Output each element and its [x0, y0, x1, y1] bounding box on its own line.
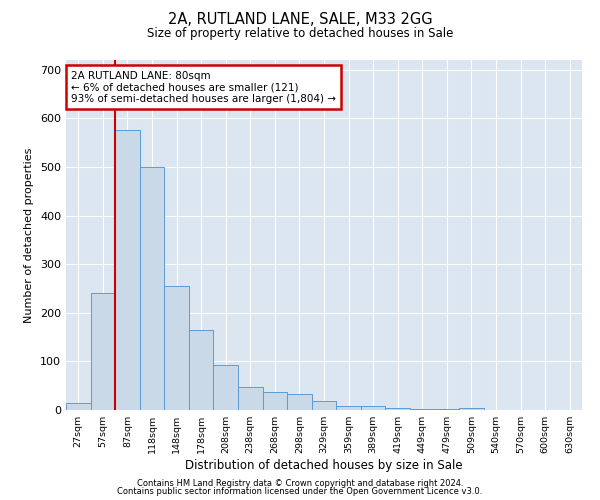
- Bar: [140, 167, 164, 410]
- Bar: [238, 386, 263, 410]
- Bar: [263, 392, 287, 410]
- Bar: [336, 406, 361, 410]
- Text: Contains HM Land Registry data © Crown copyright and database right 2024.: Contains HM Land Registry data © Crown c…: [137, 478, 463, 488]
- Bar: [361, 406, 385, 410]
- Bar: [459, 408, 484, 410]
- Bar: [434, 409, 459, 410]
- Bar: [214, 366, 238, 410]
- Bar: [164, 286, 189, 410]
- Bar: [385, 408, 410, 410]
- Bar: [115, 130, 140, 410]
- Bar: [410, 409, 434, 410]
- Bar: [287, 394, 312, 410]
- Text: Size of property relative to detached houses in Sale: Size of property relative to detached ho…: [147, 28, 453, 40]
- Bar: [189, 330, 214, 410]
- Bar: [91, 294, 115, 410]
- Text: 2A RUTLAND LANE: 80sqm
← 6% of detached houses are smaller (121)
93% of semi-det: 2A RUTLAND LANE: 80sqm ← 6% of detached …: [71, 70, 336, 104]
- Bar: [66, 402, 91, 410]
- Y-axis label: Number of detached properties: Number of detached properties: [25, 148, 34, 322]
- X-axis label: Distribution of detached houses by size in Sale: Distribution of detached houses by size …: [185, 459, 463, 472]
- Text: 2A, RUTLAND LANE, SALE, M33 2GG: 2A, RUTLAND LANE, SALE, M33 2GG: [167, 12, 433, 28]
- Text: Contains public sector information licensed under the Open Government Licence v3: Contains public sector information licen…: [118, 487, 482, 496]
- Bar: [312, 401, 336, 410]
